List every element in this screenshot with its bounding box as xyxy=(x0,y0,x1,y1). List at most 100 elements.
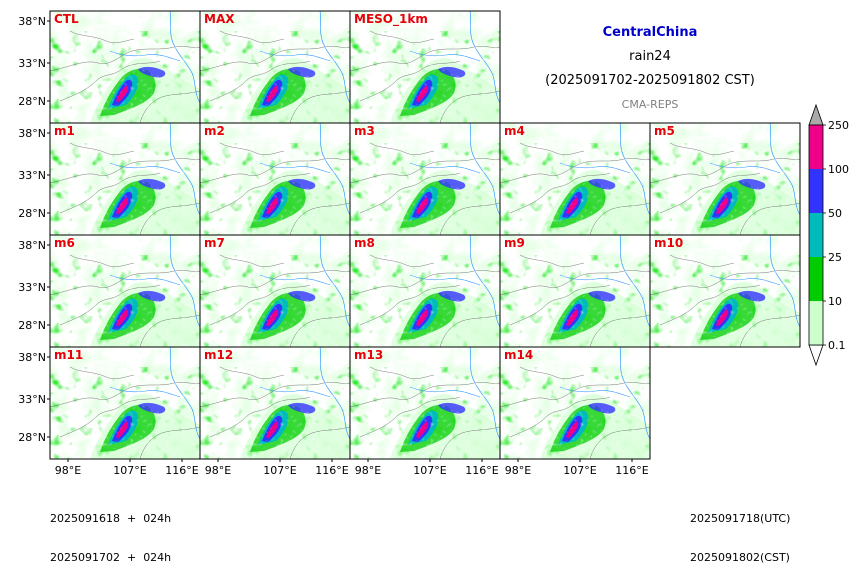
precip-map xyxy=(650,123,800,235)
precip-map xyxy=(350,235,500,347)
precip-map xyxy=(650,235,800,347)
precip-map xyxy=(50,11,200,123)
latitude-axis: 38°N 33°N 28°N 38°N 33°N 28°N 38°N 33°N 28°N 38°N… xyxy=(18,15,50,444)
valid-time-utc: 2025091718(UTC) xyxy=(690,512,791,525)
panel-label: m2 xyxy=(204,124,225,138)
colorbar-over-arrow xyxy=(808,103,824,126)
map-panel-m3: m3 xyxy=(349,122,501,236)
lat-tick-label: 28°N xyxy=(18,431,46,444)
lat-tick-label: 28°N xyxy=(18,207,46,220)
colorbar-level-label: 250 xyxy=(828,119,849,132)
lon-tick-label: 107°E xyxy=(563,464,596,477)
panel-label: m14 xyxy=(504,348,533,362)
source-title: CMA-REPS xyxy=(622,98,679,111)
panel-label: m5 xyxy=(654,124,675,138)
precip-map xyxy=(500,235,650,347)
colorbar-segment xyxy=(809,125,823,169)
lon-tick-label: 116°E xyxy=(615,464,648,477)
lon-tick-label: 98°E xyxy=(505,464,531,477)
map-panel-meso-1km: MESO_1km xyxy=(349,10,501,124)
precip-map xyxy=(350,123,500,235)
valid-time-cst: 2025091802(CST) xyxy=(690,551,790,564)
panel-grid: CTL MAX MESO_1km m1 m2 m3 m4 m5 m6 m7 m8 m9 m10 m11 m1… xyxy=(49,10,801,460)
ensemble-rain-map-figure: CentralChina rain24 (2025091702-20250918… xyxy=(18,10,849,477)
lat-tick-label: 33°N xyxy=(18,169,46,182)
region-title: CentralChina xyxy=(603,25,698,40)
precip-map xyxy=(200,123,350,235)
map-panel-m8: m8 xyxy=(349,234,501,348)
map-panel-m12: m12 xyxy=(199,346,351,460)
map-panel-m14: m14 xyxy=(499,346,651,460)
init-time-footer: 2025091618 + 024h 2025091702 + 024h xyxy=(50,486,171,577)
longitude-axis: 98°E 107°E 116°E 98°E 107°E 116°E 98°E 107°E 116… xyxy=(55,459,649,477)
colorbar-under-arrow xyxy=(808,344,824,367)
lat-tick-label: 28°N xyxy=(18,95,46,108)
lat-tick-label: 38°N xyxy=(18,351,46,364)
panel-label: m3 xyxy=(354,124,375,138)
panel-label: m9 xyxy=(504,236,525,250)
map-panel-m10: m10 xyxy=(649,234,801,348)
colorbar-level-label: 10 xyxy=(828,295,842,308)
colorbar-segment xyxy=(809,257,823,301)
colorbar-segment xyxy=(809,213,823,257)
lon-tick-label: 107°E xyxy=(263,464,296,477)
precip-map xyxy=(200,11,350,123)
map-panel-max: MAX xyxy=(199,10,351,124)
init-time-utc: 2025091618 + 024h xyxy=(50,512,172,525)
colorbar-level-label: 100 xyxy=(828,163,849,176)
map-panel-ctl: CTL xyxy=(49,10,201,124)
precip-map xyxy=(50,235,200,347)
panel-label: m4 xyxy=(504,124,525,138)
lon-tick-label: 98°E xyxy=(355,464,381,477)
colorbar-segment xyxy=(809,169,823,213)
precip-map xyxy=(200,347,350,459)
lon-tick-label: 98°E xyxy=(205,464,231,477)
lon-tick-label: 107°E xyxy=(413,464,446,477)
lat-tick-label: 33°N xyxy=(18,281,46,294)
lat-tick-label: 28°N xyxy=(18,319,46,332)
precip-map xyxy=(50,123,200,235)
map-panel-m6: m6 xyxy=(49,234,201,348)
colorbar-frame xyxy=(808,124,824,346)
panel-label: CTL xyxy=(54,12,79,26)
colorbar-level-label: 50 xyxy=(828,207,842,220)
panel-label: m12 xyxy=(204,348,233,362)
precip-map xyxy=(500,347,650,459)
colorbar-level-label: 0.1 xyxy=(828,339,846,352)
lat-tick-label: 38°N xyxy=(18,15,46,28)
map-panel-m7: m7 xyxy=(199,234,351,348)
map-panel-m5: m5 xyxy=(649,122,801,236)
panel-label: m6 xyxy=(54,236,75,250)
panel-label: MAX xyxy=(204,12,235,26)
lat-tick-label: 38°N xyxy=(18,239,46,252)
precip-map xyxy=(50,347,200,459)
init-time-cst: 2025091702 + 024h xyxy=(50,551,172,564)
panel-label: m11 xyxy=(54,348,83,362)
colorbar: 0.1 10 25 50 100 250 xyxy=(808,103,849,367)
panel-label: m13 xyxy=(354,348,383,362)
lon-tick-label: 116°E xyxy=(165,464,198,477)
map-panel-m2: m2 xyxy=(199,122,351,236)
variable-title: rain24 xyxy=(629,49,671,64)
panel-label: m8 xyxy=(354,236,375,250)
panel-frame xyxy=(499,346,651,460)
lat-tick-label: 33°N xyxy=(18,393,46,406)
colorbar-level-label: 25 xyxy=(828,251,842,264)
period-title: (2025091702-2025091802 CST) xyxy=(545,73,755,88)
panel-label: MESO_1km xyxy=(354,12,428,27)
lon-tick-label: 116°E xyxy=(465,464,498,477)
panel-label: m10 xyxy=(654,236,683,250)
colorbar-segment xyxy=(809,301,823,345)
precip-map xyxy=(500,123,650,235)
map-panel-m13: m13 xyxy=(349,346,501,460)
map-panel-m1: m1 xyxy=(49,122,201,236)
lat-tick-label: 38°N xyxy=(18,127,46,140)
map-panel-m4: m4 xyxy=(499,122,651,236)
lon-tick-label: 98°E xyxy=(55,464,81,477)
map-panel-m11: m11 xyxy=(49,346,201,460)
lon-tick-label: 116°E xyxy=(315,464,348,477)
lat-tick-label: 33°N xyxy=(18,57,46,70)
lon-tick-label: 107°E xyxy=(113,464,146,477)
panel-label: m7 xyxy=(204,236,225,250)
precip-map xyxy=(350,347,500,459)
